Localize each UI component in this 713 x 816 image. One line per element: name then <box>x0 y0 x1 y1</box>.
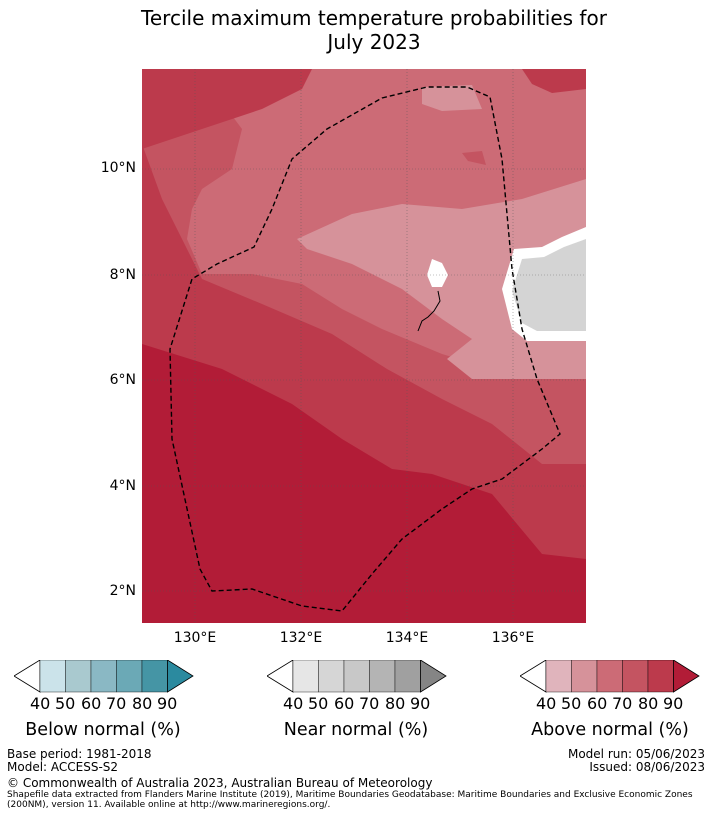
island-blank-spot <box>427 259 448 287</box>
zone-above-50-north <box>422 85 482 111</box>
colorbar-near-low-arrow <box>267 660 294 693</box>
map-panel <box>142 69 586 623</box>
cbar-near-tick-90: 90 <box>410 694 431 713</box>
colorbar-below-40 <box>39 660 66 693</box>
cbar-near-tick-80: 80 <box>385 694 406 713</box>
no-data-mask <box>512 239 586 331</box>
cbar-below-tick-70: 70 <box>106 694 127 713</box>
cbar-near-tick-70: 70 <box>359 694 380 713</box>
footer-copyright: © Commonwealth of Australia 2023, Austra… <box>7 776 433 790</box>
colorbar-below-low-arrow <box>14 660 41 693</box>
cbar-near-tick-60: 60 <box>334 694 355 713</box>
eez-boundary <box>169 86 561 612</box>
cbar-above-tick-50: 50 <box>561 694 582 713</box>
colorbar-above-40 <box>545 660 572 693</box>
cbar-below-tick-90: 90 <box>157 694 178 713</box>
colorbar-above-title: Above normal (%) <box>531 720 689 740</box>
colorbar-near-high-arrow <box>420 660 447 693</box>
map-title: Tercile maximum temperature probabilitie… <box>0 6 713 54</box>
lon-label-132e: 132°E <box>279 630 323 646</box>
footer-base-period: Base period: 1981-2018 <box>7 747 152 761</box>
zone-above-70-north <box>462 151 486 165</box>
colorbar-below-50 <box>65 660 92 693</box>
colorbar-below-high-arrow <box>167 660 194 693</box>
colorbar-above-70 <box>622 660 649 693</box>
probability-map <box>142 69 586 623</box>
colorbar-above-low-arrow <box>520 660 547 693</box>
lat-label-8n: 8°N <box>109 267 136 283</box>
colorbar-near-80 <box>394 660 421 693</box>
colorbar-near-title: Near normal (%) <box>283 720 429 740</box>
footer-issued: Issued: 08/06/2023 <box>589 760 705 774</box>
colorbar-above-80 <box>647 660 674 693</box>
colorbar-above-normal <box>520 660 700 693</box>
colorbar-below-title: Below normal (%) <box>25 720 181 740</box>
island-outline <box>417 290 441 332</box>
colorbar-below-70 <box>116 660 143 693</box>
zone-above-80-north-west <box>142 69 312 149</box>
footer-model-run: Model run: 05/06/2023 <box>567 747 705 761</box>
lat-label-6n: 6°N <box>109 372 136 388</box>
colorbar-near-normal <box>267 660 447 693</box>
footer-shapefile-line1: Shapefile data extracted from Flanders M… <box>7 790 693 800</box>
colorbar-near-50 <box>318 660 345 693</box>
gridlines <box>142 69 586 623</box>
zone-above-80-north-east <box>522 69 586 93</box>
footer-shapefile-line2: (200NM), version 11. Available online at… <box>7 800 331 810</box>
cbar-below-tick-60: 60 <box>81 694 102 713</box>
colorbar-above-high-arrow <box>673 660 700 693</box>
lat-label-2n: 2°N <box>109 583 136 599</box>
cbar-below-tick-40: 40 <box>30 694 51 713</box>
lon-label-136e: 136°E <box>491 630 535 646</box>
colorbar-near-40 <box>292 660 319 693</box>
cbar-above-tick-70: 70 <box>612 694 633 713</box>
cbar-near-tick-50: 50 <box>308 694 329 713</box>
cbar-above-tick-80: 80 <box>638 694 659 713</box>
colorbar-above-60 <box>596 660 623 693</box>
cbar-below-tick-80: 80 <box>132 694 153 713</box>
cbar-above-tick-40: 40 <box>536 694 557 713</box>
colorbar-below-80 <box>141 660 168 693</box>
lon-label-134e: 134°E <box>385 630 429 646</box>
colorbar-below-60 <box>90 660 117 693</box>
colorbar-below-normal <box>14 660 194 693</box>
cbar-near-tick-40: 40 <box>283 694 304 713</box>
colorbar-near-60 <box>343 660 370 693</box>
cbar-below-tick-50: 50 <box>55 694 76 713</box>
cbar-above-tick-60: 60 <box>587 694 608 713</box>
map-title-line2: July 2023 <box>327 30 421 54</box>
lat-label-10n: 10°N <box>100 160 136 176</box>
footer-model: Model: ACCESS-S2 <box>7 760 119 774</box>
colorbar-above-50 <box>571 660 598 693</box>
cbar-above-tick-90: 90 <box>663 694 684 713</box>
lon-label-130e: 130°E <box>173 630 217 646</box>
colorbar-near-70 <box>369 660 396 693</box>
lat-label-4n: 4°N <box>109 478 136 494</box>
map-title-line1: Tercile maximum temperature probabilitie… <box>141 6 607 30</box>
